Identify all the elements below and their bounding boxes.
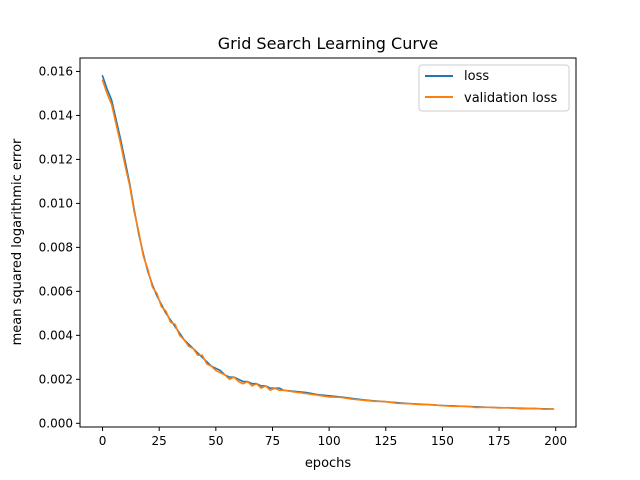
y-tick-label: 0.000 bbox=[39, 416, 73, 430]
series-line-validation-loss bbox=[101, 79, 555, 411]
legend: loss validation loss bbox=[418, 64, 570, 112]
y-axis: 0.000 0.002 0.004 0.006 0.008 0.010 0.012 0.014… bbox=[39, 64, 80, 430]
x-axis: 0 25 50 75 100 125 150 175 200 bbox=[99, 427, 567, 448]
y-tick-label: 0.008 bbox=[39, 240, 73, 254]
y-tick-label: 0.016 bbox=[39, 64, 73, 78]
y-tick-label: 0.010 bbox=[39, 196, 73, 210]
x-tick-label: 75 bbox=[265, 434, 280, 448]
plot-frame bbox=[79, 57, 577, 428]
plot-area bbox=[101, 75, 555, 411]
x-tick-label: 50 bbox=[208, 434, 223, 448]
x-tick-label: 175 bbox=[488, 434, 511, 448]
y-tick-label: 0.002 bbox=[39, 372, 73, 386]
legend-label-loss: loss bbox=[464, 69, 489, 84]
legend-label-validation-loss: validation loss bbox=[464, 91, 557, 106]
x-tick-label: 25 bbox=[152, 434, 167, 448]
x-tick-label: 125 bbox=[374, 434, 397, 448]
x-tick-label: 100 bbox=[318, 434, 341, 448]
y-axis-label: mean squared logarithmic error bbox=[10, 138, 25, 345]
y-tick-label: 0.014 bbox=[39, 108, 73, 122]
x-tick-label: 200 bbox=[544, 434, 567, 448]
y-tick-label: 0.004 bbox=[39, 328, 73, 342]
x-tick-label: 0 bbox=[99, 434, 107, 448]
x-tick-label: 150 bbox=[431, 434, 454, 448]
legend-box bbox=[418, 64, 570, 112]
x-axis-label: epochs bbox=[305, 456, 352, 471]
y-tick-label: 0.012 bbox=[39, 152, 73, 166]
chart-title: Grid Search Learning Curve bbox=[218, 34, 438, 53]
y-tick-label: 0.006 bbox=[39, 284, 73, 298]
